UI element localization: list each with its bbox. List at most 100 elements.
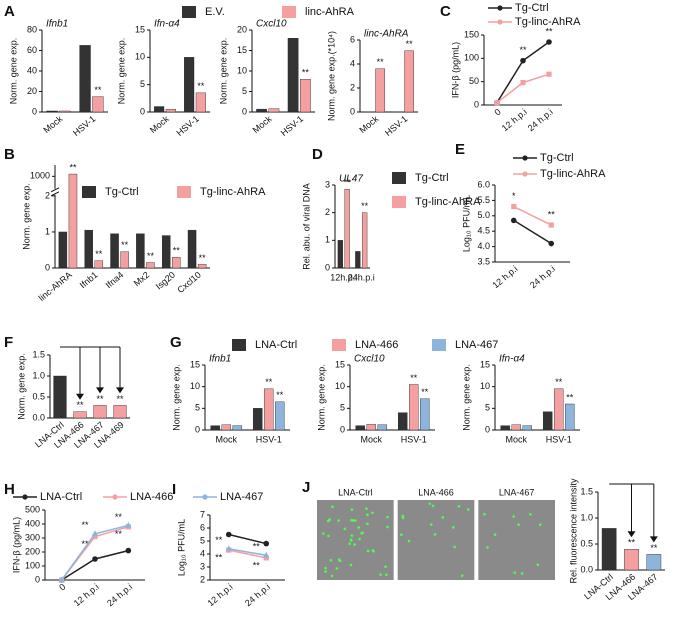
y-tick-label: 5.0 <box>477 210 490 220</box>
bar <box>165 109 176 113</box>
x-tick-label: 24h.p.i <box>348 272 375 282</box>
legend-label: Tg-Ctrl <box>515 2 549 14</box>
fluorescent-cell <box>441 516 445 519</box>
legend-label: Tg-linc-AhRA <box>415 196 481 208</box>
legend-swatch <box>392 196 406 208</box>
legend-swatch <box>282 6 296 18</box>
fluorescent-cell <box>343 527 347 531</box>
fluorescent-cell <box>513 571 517 575</box>
significance: ** <box>116 394 124 404</box>
fluorescent-cell <box>353 519 357 522</box>
point <box>548 240 555 247</box>
y-tick-label: 1000 <box>30 171 50 181</box>
y-tick-label: 5 <box>200 535 205 545</box>
point <box>520 80 526 86</box>
y-tick-label: 0.0 <box>32 412 45 422</box>
bar <box>84 229 93 269</box>
y-tick-label: 0 <box>140 106 145 116</box>
y-tick-label: 10 <box>237 65 247 75</box>
y-tick-label: 6 <box>200 522 205 532</box>
fluorescent-cell <box>466 508 470 511</box>
fluorescent-cell <box>365 507 368 510</box>
bar <box>197 264 207 269</box>
fluorescent-cell <box>371 511 374 515</box>
line <box>228 533 267 545</box>
y-tick-label: 15 <box>190 359 200 369</box>
x-tick-label: 12 h.p.i <box>491 264 520 291</box>
y-tick-label: 150 <box>464 29 479 39</box>
x-tick-label: Mock <box>357 113 380 135</box>
significance: ** <box>253 560 261 570</box>
chart-title: Ifnb1 <box>209 354 231 365</box>
fluorescent-cell <box>366 513 369 516</box>
y-axis-label: Log₁₀ PFU/mL <box>176 519 186 576</box>
y-axis-label: IFN-β (pg/mL) <box>11 517 21 573</box>
significance: ** <box>628 538 636 548</box>
bar <box>195 92 206 113</box>
significance: ** <box>215 535 223 545</box>
significance: ** <box>406 39 414 49</box>
significance: ** <box>215 552 223 562</box>
legend-label: linc-AhRA <box>305 6 355 18</box>
line <box>228 549 267 559</box>
significance: ** <box>115 512 123 522</box>
fluorescent-cell <box>486 546 489 549</box>
x-tick-label: HSV-1 <box>256 434 282 444</box>
fluorescent-cell <box>536 563 540 567</box>
y-axis-label: IFN-β (pg/mL) <box>450 42 460 98</box>
significance: ** <box>76 400 84 410</box>
fluorescent-cell <box>348 542 351 546</box>
y-tick-label: 0 <box>325 262 330 272</box>
point <box>546 71 552 77</box>
y-tick-label: 1.0 <box>32 370 45 380</box>
y-tick-label: 3 <box>325 179 330 189</box>
bar <box>232 425 243 431</box>
fluorescent-cell <box>451 526 455 529</box>
legend-marker <box>497 5 503 11</box>
y-tick-label: 300 <box>25 532 40 542</box>
point <box>225 545 232 552</box>
chart-title: Cxcl10 <box>256 19 287 30</box>
significance: * <box>512 191 516 201</box>
panel-label: H <box>4 481 15 498</box>
x-tick-label: 12 h.p.i <box>72 582 101 609</box>
y-tick-label: 20 <box>237 24 247 34</box>
significance: ** <box>650 543 658 553</box>
legend-swatch <box>432 339 446 351</box>
significance: ** <box>95 249 103 259</box>
bar <box>146 262 155 269</box>
legend-swatch <box>332 339 346 351</box>
legend-swatch <box>392 172 406 184</box>
y-tick-label: 15 <box>135 24 145 34</box>
bar <box>375 68 386 113</box>
y-tick-label: 0 <box>32 106 37 116</box>
bar <box>554 388 564 431</box>
y-tick-label: 1.0 <box>580 512 593 522</box>
panel-label: A <box>4 3 15 20</box>
x-tick-label: 24 h.p.i <box>528 264 557 291</box>
bar <box>172 256 181 269</box>
significance: ** <box>410 373 418 383</box>
x-tick-label: 24 h.p.i <box>526 107 555 134</box>
fluorescent-cell <box>329 558 333 562</box>
y-tick-label: 0 <box>195 424 200 434</box>
bar <box>136 233 145 269</box>
significance: ** <box>555 377 563 387</box>
y-tick-label: 60 <box>27 45 37 55</box>
fluorescent-cell <box>512 515 515 518</box>
y-tick-label: 5 <box>140 79 145 89</box>
bar <box>522 425 533 431</box>
fluorescent-cell <box>429 523 433 526</box>
arrow-head <box>649 536 658 543</box>
bar <box>92 96 104 113</box>
bar <box>300 78 311 113</box>
axis-break-mark <box>50 187 60 193</box>
legend-label: E.V. <box>205 6 225 18</box>
fluorescent-cell <box>401 516 405 520</box>
y-tick-label: 20 <box>27 86 37 96</box>
legend-label: Tg-linc-AhRA <box>200 186 266 198</box>
bar <box>110 233 119 269</box>
y-tick-label: 3 <box>200 561 205 571</box>
panel-label: B <box>4 146 15 163</box>
bar <box>120 251 129 269</box>
